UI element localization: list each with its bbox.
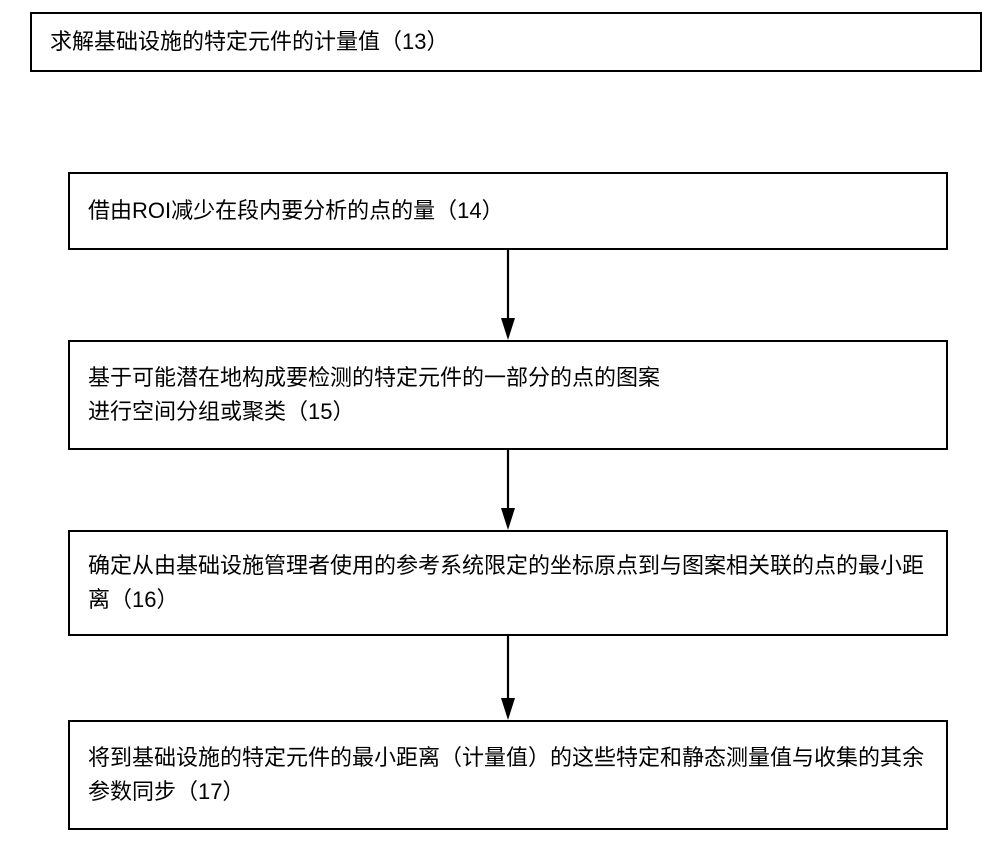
flow-node-n4: 确定从由基础设施管理者使用的参考系统限定的坐标原点到与图案相关联的点的最小距离（… xyxy=(68,530,948,636)
flow-node-text: 确定从由基础设施管理者使用的参考系统限定的坐标原点到与图案相关联的点的最小距离（… xyxy=(88,549,928,617)
flow-node-text: 基于可能潜在地构成要检测的特定元件的一部分的点的图案 进行空间分组或聚类（15） xyxy=(88,361,660,429)
flow-arrow-n4-n5 xyxy=(501,636,515,720)
flow-arrow-n3-n4 xyxy=(501,450,515,530)
flow-node-text: 将到基础设施的特定元件的最小距离（计量值）的这些特定和静态测量值与收集的其余参数… xyxy=(88,741,928,809)
flowchart-canvas: 求解基础设施的特定元件的计量值（13） 借由ROI减少在段内要分析的点的量（14）… xyxy=(0,0,1000,845)
flow-node-text: 借由ROI减少在段内要分析的点的量（14） xyxy=(88,194,504,228)
flow-arrow-n2-n3 xyxy=(501,250,515,340)
flow-node-n2: 借由ROI减少在段内要分析的点的量（14） xyxy=(68,172,948,250)
flow-node-text: 求解基础设施的特定元件的计量值（13） xyxy=(50,25,448,59)
flow-node-n1: 求解基础设施的特定元件的计量值（13） xyxy=(30,12,982,72)
flow-node-n5: 将到基础设施的特定元件的最小距离（计量值）的这些特定和静态测量值与收集的其余参数… xyxy=(68,720,948,830)
flow-node-n3: 基于可能潜在地构成要检测的特定元件的一部分的点的图案 进行空间分组或聚类（15） xyxy=(68,340,948,450)
